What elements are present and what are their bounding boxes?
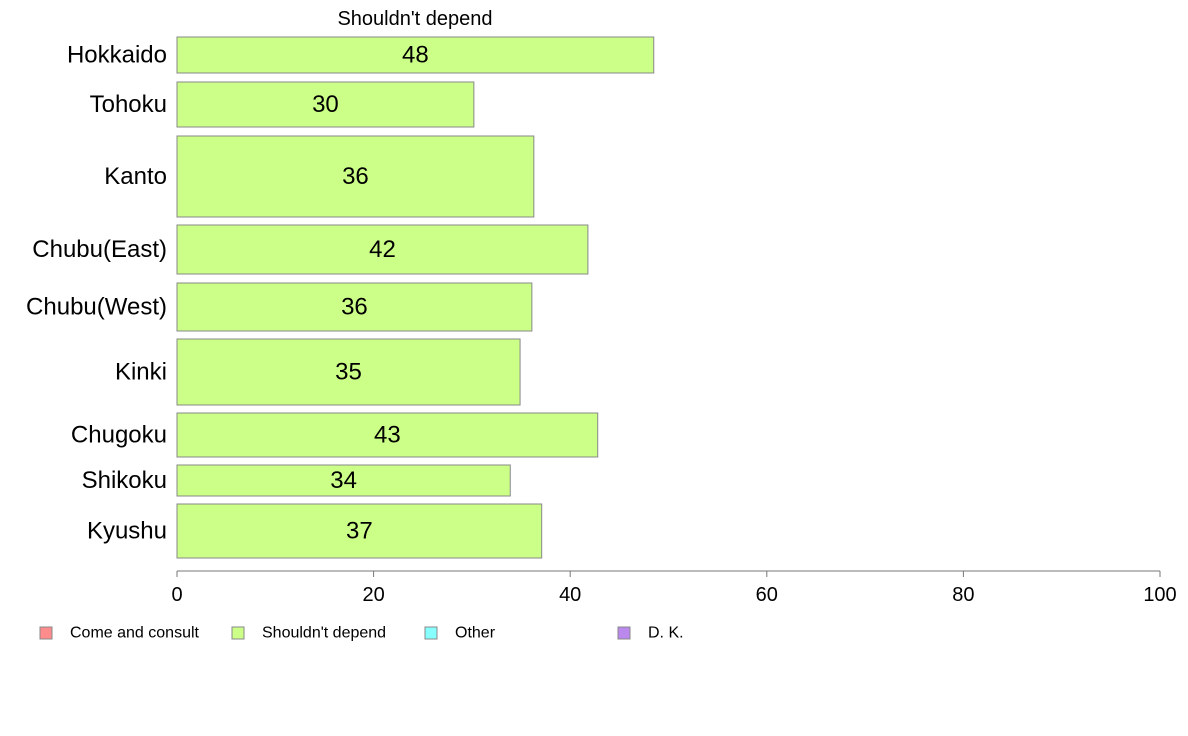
data-label: 42	[369, 236, 396, 263]
chart-title: Shouldn't depend	[337, 8, 492, 30]
data-label: 35	[335, 359, 362, 386]
data-label: 37	[346, 518, 373, 545]
bars-layer: Hokkaido 48 Tohoku 30 Kanto 36 Chubu(East) 42 Ch…	[26, 36, 655, 559]
bar	[176, 412, 599, 458]
legend-swatch	[617, 626, 631, 640]
data-label: 36	[342, 163, 369, 190]
category-label: Kinki	[115, 359, 167, 386]
bar	[176, 503, 543, 559]
category-label: Chubu(West)	[26, 294, 167, 321]
legend-label: Shouldn't depend	[262, 625, 386, 642]
bar	[176, 338, 521, 406]
category-label: Tohoku	[90, 91, 167, 118]
x-tick-label: 80	[952, 584, 974, 606]
category-label: Hokkaido	[67, 42, 167, 69]
bar	[176, 464, 511, 497]
legend-swatch	[39, 626, 53, 640]
data-label: 48	[402, 42, 429, 69]
bar	[176, 282, 533, 332]
legend: Come and consult Shouldn't depend Other D. …	[39, 625, 684, 642]
category-label: Shikoku	[82, 467, 167, 494]
data-label: 43	[374, 422, 401, 449]
legend-label: Other	[455, 625, 496, 642]
data-label: 36	[341, 294, 368, 321]
bar	[176, 224, 589, 275]
bar	[176, 135, 535, 218]
x-tick-label: 100	[1143, 584, 1176, 606]
bar	[176, 81, 475, 128]
x-axis: 0 20 40 60 80 100	[171, 570, 1177, 606]
x-tick-label: 40	[559, 584, 581, 606]
x-tick-label: 60	[756, 584, 778, 606]
legend-swatch	[231, 626, 245, 640]
category-label: Kyushu	[87, 518, 167, 545]
data-label: 30	[312, 91, 339, 118]
legend-label: D. K.	[648, 625, 684, 642]
category-label: Kanto	[104, 163, 167, 190]
data-label: 34	[330, 467, 357, 494]
legend-swatch	[424, 626, 438, 640]
category-label: Chubu(East)	[32, 236, 167, 263]
x-tick-label: 20	[362, 584, 384, 606]
x-tick-label: 0	[171, 584, 182, 606]
category-label: Chugoku	[71, 422, 167, 449]
legend-label: Come and consult	[70, 625, 200, 642]
bar	[176, 36, 655, 74]
